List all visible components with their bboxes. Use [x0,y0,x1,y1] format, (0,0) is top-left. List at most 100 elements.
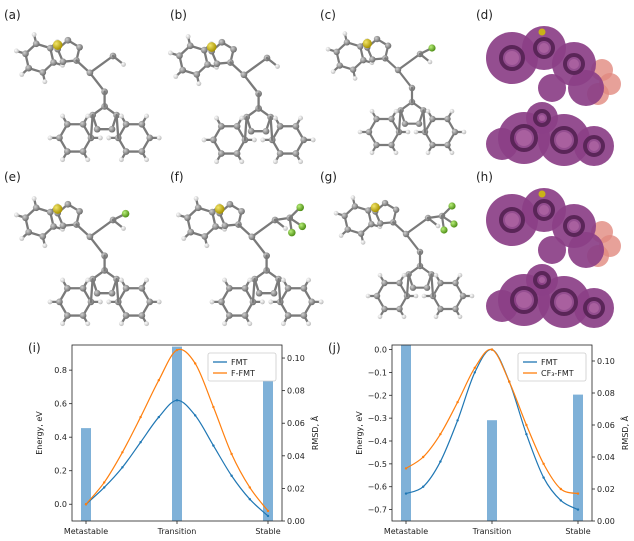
legend-label: FMT [231,358,248,367]
energy-point [456,400,459,404]
legend [517,352,587,382]
y-axis-label: Energy, eV [35,411,44,455]
legend-label: CF₃-FMT [541,369,574,378]
panel-label-i: (i) [28,341,41,355]
x-tick-label: Metastable [64,527,108,536]
energy-point [559,499,562,502]
y-tick-label: 0.2 [54,467,67,476]
y2-tick-label: 0.04 [287,452,305,461]
energy-point [439,460,442,463]
energy-point [84,503,88,506]
y-tick-label: 0.8 [54,366,67,375]
y2-axis-label: RMSD, Å [309,415,320,450]
panel-label-g: (g) [320,170,337,184]
energy-point [559,487,562,491]
panel-label-a: (a) [4,8,21,22]
molecule [325,31,467,156]
x-tick-label: Stable [255,527,280,536]
electron-density-surface [486,188,621,328]
panel-label-h: (h) [476,170,493,184]
molecule [333,195,475,320]
rmsd-bar [172,346,182,521]
chart-i: 0.0 0.2 0.4 0.6 0.8 0.00 0.02 0.04 0.06 0.08 0.10 M… [35,344,320,536]
molecule [14,196,162,327]
energy-point [576,492,580,495]
y-tick-label: 0.0 [54,500,67,509]
y-tick-label: 0.6 [54,400,67,409]
energy-point [212,444,215,447]
energy-point [422,455,425,459]
energy-point [508,380,511,383]
energy-point [175,399,179,402]
y-tick-label: −0.7 [368,506,387,515]
energy-point [103,486,106,489]
y2-tick-label: 0.00 [597,517,615,526]
y2-tick-label: 0.00 [287,517,305,526]
molecule [176,196,324,327]
x-tick-label: Transition [472,527,512,536]
chart-j: 0.0 −0.1 −0.2 −0.3 −0.4 −0.5 −0.6 −0.7 0.00 0.02 0… [355,344,630,536]
legend [207,352,277,382]
x-tick-label: Transition [157,527,197,536]
y2-tick-label: 0.10 [597,357,615,366]
legend-label: F-FMT [231,369,255,378]
y-tick-label: 0.4 [54,433,67,442]
energy-point [194,362,197,365]
energy-point [175,348,179,352]
energy-point [103,481,106,484]
energy-point [248,486,251,489]
y-tick-label: −0.1 [368,368,387,377]
panel-label-e: (e) [4,170,21,184]
y-tick-label: −0.3 [368,414,387,423]
panel-label-c: (c) [320,8,336,22]
y-tick-label: 0.0 [374,346,387,355]
energy-point [212,405,215,409]
x-tick-label: Stable [565,527,590,536]
energy-point [439,432,442,436]
energy-point [473,366,476,370]
panel-label-j: (j) [328,341,341,355]
energy-point [139,415,142,419]
y-tick-label: −0.5 [368,460,387,469]
energy-point [139,441,142,444]
rmsd-bar [401,345,411,521]
energy-point [230,452,233,456]
y2-tick-label: 0.02 [287,484,305,493]
energy-point [490,348,494,351]
panel-label-b: (b) [170,8,187,22]
x-tick-label: Metastable [384,527,428,536]
energy-point [456,419,459,422]
rmsd-bar [487,420,497,521]
molecule [14,32,162,163]
energy-point [542,476,545,479]
energy-point [121,451,124,454]
molecule-structures [14,26,621,328]
energy-point [266,509,270,513]
energy-point [266,514,270,518]
energy-point [194,414,197,417]
energy-point [525,432,528,436]
energy-point [422,485,425,488]
energy-point [230,474,233,477]
energy-point [121,466,124,469]
rmsd-bar [573,394,583,521]
energy-point [404,492,408,495]
molecule [168,34,316,165]
y2-tick-label: 0.08 [597,389,615,398]
electron-density-surface [486,26,621,166]
energy-point [576,508,580,511]
energy-point [157,415,160,419]
y2-tick-label: 0.06 [287,419,305,428]
rmsd-bar [263,358,273,521]
y-tick-label: −0.2 [368,391,387,400]
y2-tick-label: 0.10 [287,354,305,363]
y2-tick-label: 0.04 [597,453,615,462]
energy-point [248,498,251,501]
legend-label: FMT [541,358,558,367]
y-tick-label: −0.6 [368,483,387,492]
energy-point [157,379,160,382]
energy-point [473,371,476,374]
energy-point [542,462,545,466]
panel-label-d: (d) [476,8,493,22]
